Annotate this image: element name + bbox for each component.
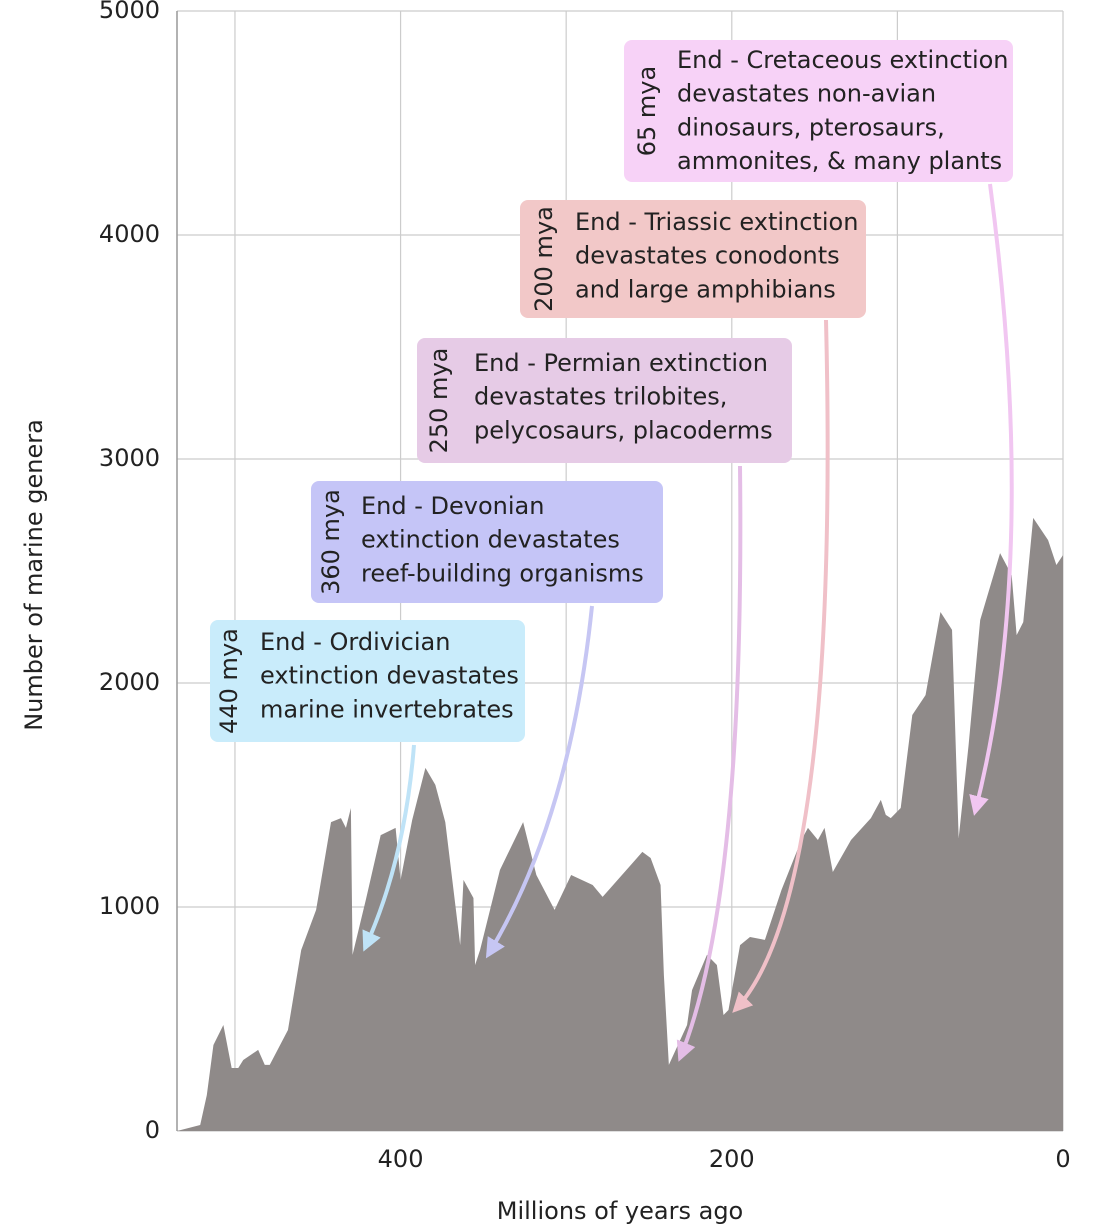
arrow bbox=[732, 319, 830, 1013]
annotation-text: pelycosaurs, placoderms bbox=[474, 416, 773, 444]
y-tick-label: 3000 bbox=[99, 444, 160, 472]
x-tick-label: 400 bbox=[378, 1145, 424, 1173]
y-tick-label: 5000 bbox=[99, 0, 160, 24]
annotation-text: End - Cretaceous extinction bbox=[677, 46, 1009, 74]
annotation-text: devastates non-avian bbox=[677, 80, 936, 108]
annotation: 360 mya End - Devonian extinction devastat… bbox=[311, 481, 663, 959]
annotation-text: marine invertebrates bbox=[260, 695, 514, 723]
y-axis-label: Number of marine genera bbox=[20, 419, 48, 731]
annotation-text: and large amphibians bbox=[575, 275, 836, 303]
annotation-box bbox=[624, 40, 1013, 182]
x-tick-label: 200 bbox=[709, 1145, 755, 1173]
x-tick-label: 0 bbox=[1055, 1145, 1070, 1173]
y-tick-label: 1000 bbox=[99, 892, 160, 920]
annotation-text: extinction devastates bbox=[361, 526, 620, 554]
arrow bbox=[969, 183, 1014, 816]
arrow bbox=[362, 744, 416, 952]
annotation-date: 250 mya bbox=[425, 348, 453, 454]
annotation-text: ammonites, & many plants bbox=[677, 147, 1002, 175]
area bbox=[177, 517, 1063, 1131]
annotation-text: devastates trilobites, bbox=[474, 383, 727, 411]
annotation-text: End - Ordivician bbox=[260, 628, 450, 656]
y-tick-label: 4000 bbox=[99, 220, 160, 248]
annotation-date: 200 mya bbox=[530, 206, 558, 312]
annotation-text: End - Devonian bbox=[361, 492, 544, 520]
y-tick-label: 2000 bbox=[99, 668, 160, 696]
annotation-text: End - Permian extinction bbox=[474, 349, 768, 377]
x-axis-label: Millions of years ago bbox=[497, 1197, 743, 1225]
annotation-box bbox=[210, 620, 525, 742]
annotation-date: 65 mya bbox=[633, 66, 661, 156]
annotation-box bbox=[311, 481, 663, 603]
annotation: 440 mya End - Ordivician extinction devast… bbox=[210, 620, 525, 952]
annotation: 200 mya End - Triassic extinction devastat… bbox=[520, 200, 866, 1013]
arrow bbox=[676, 465, 743, 1062]
annotation: 65 mya End - Cretaceous extinction devasta… bbox=[624, 40, 1014, 816]
annotation-text: devastates conodonts bbox=[575, 242, 840, 270]
annotation-text: extinction devastates bbox=[260, 662, 519, 690]
annotation-box bbox=[417, 338, 792, 463]
annotation: 250 mya End - Permian extinction devastate… bbox=[417, 338, 792, 1062]
annotation-text: dinosaurs, pterosaurs, bbox=[677, 113, 945, 141]
annotation-date: 360 mya bbox=[317, 489, 345, 595]
annotation-text: reef-building organisms bbox=[361, 559, 644, 587]
arrow bbox=[485, 605, 594, 959]
annotation-date: 440 mya bbox=[215, 628, 243, 734]
annotation-box bbox=[520, 200, 866, 318]
y-tick-label: 0 bbox=[145, 1116, 160, 1144]
annotation-text: End - Triassic extinction bbox=[575, 208, 858, 236]
